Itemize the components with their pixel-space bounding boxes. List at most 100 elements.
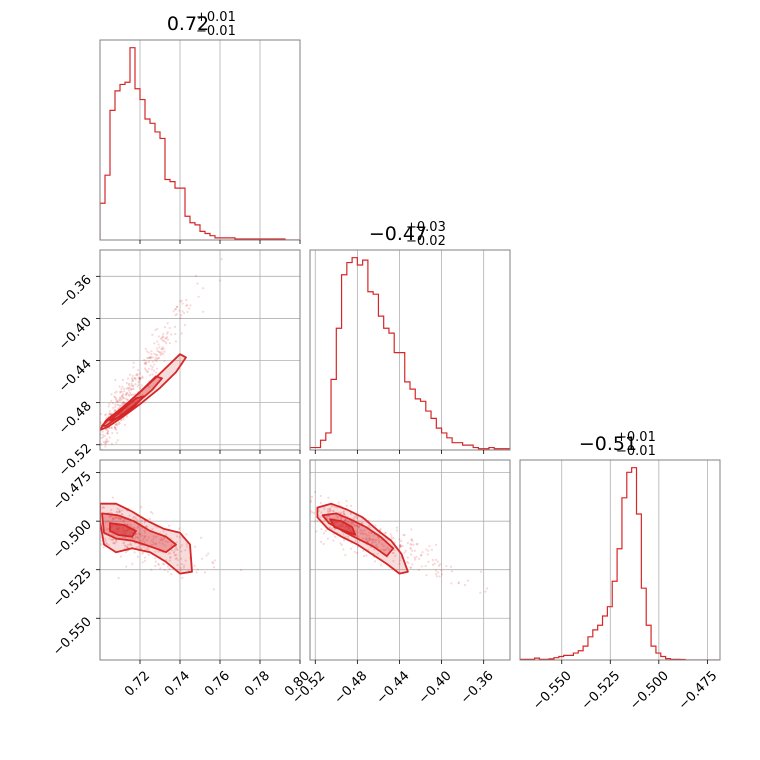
sample-point [141, 534, 144, 537]
title-upper-error: +0.01 [196, 10, 236, 25]
sample-point [111, 496, 115, 499]
sample-point [147, 553, 150, 557]
sample-point [334, 535, 337, 538]
sample-point [102, 506, 105, 509]
sample-point [147, 360, 151, 363]
sample-point [172, 551, 176, 554]
sample-point [94, 458, 96, 460]
sample-point [113, 408, 117, 411]
sample-point [83, 511, 85, 513]
sample-point [144, 548, 147, 551]
sample-point [180, 332, 183, 335]
sample-point [154, 542, 158, 545]
sample-point [406, 541, 409, 545]
scatter-panel-1-2: −0.52 −0.48 −0.44 −0.40 −0.36 [290, 459, 511, 707]
sample-point [144, 347, 147, 350]
sample-point [340, 543, 343, 546]
sample-point [92, 431, 94, 433]
sample-point [350, 521, 354, 524]
contour-level-2 [109, 395, 145, 422]
sample-point [144, 363, 147, 366]
sample-point [116, 407, 120, 410]
sample-point [157, 563, 160, 566]
sample-point [111, 538, 114, 541]
sample-point [102, 435, 105, 439]
sample-point [139, 377, 142, 380]
sample-point [160, 537, 163, 540]
sample-point [107, 412, 111, 416]
sample-point [118, 405, 122, 408]
sample-point [128, 373, 132, 376]
sample-point [367, 536, 371, 540]
sample-point [162, 347, 165, 350]
sample-point [120, 398, 123, 401]
sample-point [213, 559, 216, 562]
title-lower-error: −0.02 [406, 234, 446, 249]
panel-frame [519, 459, 721, 661]
sample-point [399, 556, 403, 559]
sample-point [375, 543, 378, 547]
sample-point [322, 532, 326, 535]
sample-point [121, 394, 124, 397]
sample-point [174, 553, 177, 556]
sample-point [126, 392, 129, 395]
sample-point [380, 564, 383, 567]
sample-point [124, 544, 127, 548]
sample-point [126, 398, 129, 401]
histogram-2 [520, 467, 720, 660]
sample-point [175, 305, 179, 308]
sample-point [162, 353, 165, 356]
sample-point [90, 511, 92, 513]
sample-point [107, 527, 110, 530]
sample-point [426, 553, 429, 556]
sample-point [125, 387, 128, 390]
scatter-panel-0-1: −0.52−0.48−0.44−0.40−0.36 [56, 249, 301, 480]
sample-point [413, 556, 416, 559]
sample-point [437, 564, 440, 567]
sample-point [121, 509, 124, 512]
sample-point [128, 386, 131, 389]
sample-point [114, 426, 117, 430]
sample-point [449, 565, 453, 568]
sample-point [150, 539, 153, 542]
title-lower-error: −0.01 [616, 444, 656, 459]
sample-point [134, 377, 137, 380]
sample-point [371, 541, 374, 544]
sample-point [114, 409, 117, 412]
sample-point [337, 501, 340, 504]
sample-point [138, 378, 141, 381]
sample-point [128, 382, 131, 385]
sample-point [463, 583, 467, 587]
sample-point [121, 519, 125, 522]
sample-point [393, 541, 396, 544]
sample-point [409, 566, 412, 569]
sample-point [140, 522, 143, 525]
sample-point [122, 400, 125, 403]
sample-point [339, 511, 342, 514]
sample-point [149, 364, 152, 367]
sample-point [401, 544, 404, 548]
sample-point [135, 374, 138, 377]
sample-point [160, 348, 163, 351]
sample-point [178, 309, 181, 312]
sample-point [164, 340, 167, 343]
sample-point [120, 394, 123, 398]
sample-point [319, 501, 322, 505]
sample-point [322, 542, 325, 546]
sample-point [136, 555, 140, 558]
sample-point [348, 521, 351, 524]
sample-point [133, 393, 136, 396]
sample-point [387, 548, 390, 551]
sample-point [154, 560, 157, 563]
sample-point [356, 551, 359, 555]
sample-point [94, 453, 96, 455]
sample-point [147, 356, 150, 359]
panel-frame [99, 39, 301, 241]
sample-point [150, 368, 154, 371]
sample-point [180, 544, 184, 547]
sample-point [117, 423, 120, 426]
sample-point [136, 385, 139, 388]
sample-point [155, 340, 159, 343]
sample-point [125, 415, 129, 418]
sample-point [96, 503, 98, 505]
